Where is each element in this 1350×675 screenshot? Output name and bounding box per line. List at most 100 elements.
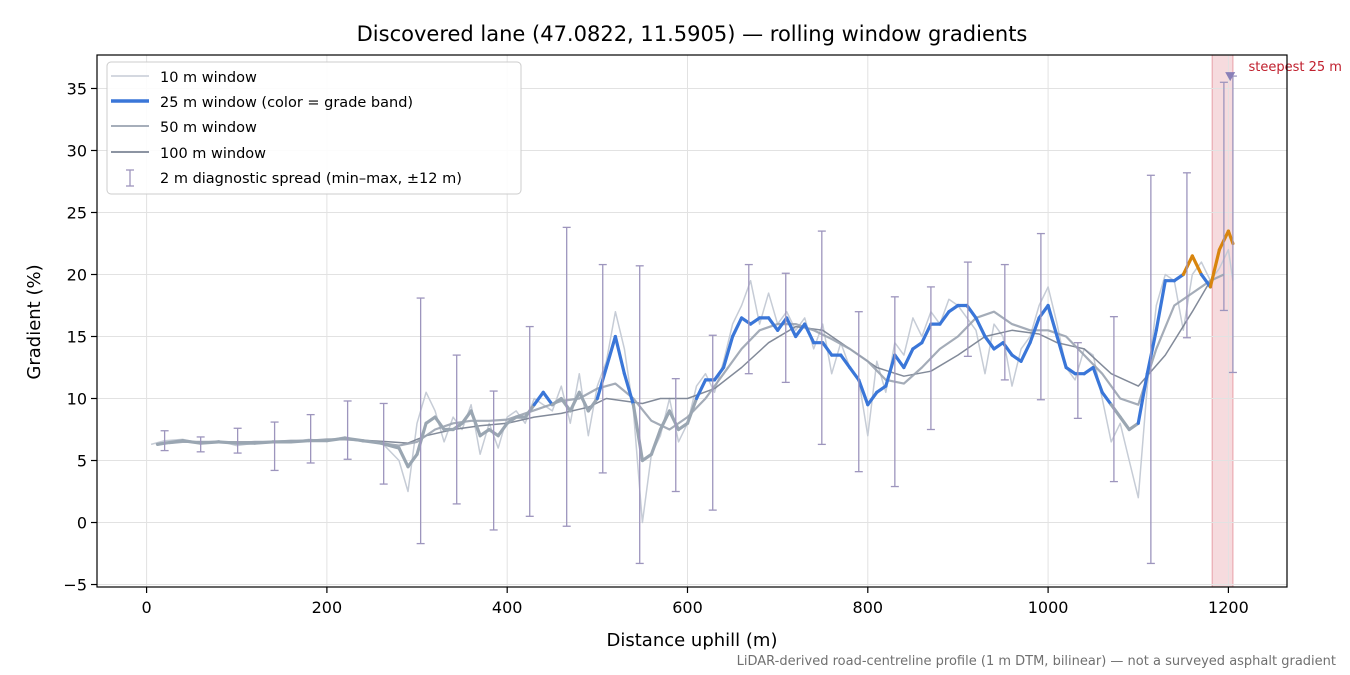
x-tick-label: 0 [141,598,151,617]
series-segment-25m [676,421,690,432]
series-segment-25m [559,396,572,413]
y-tick-label: 20 [67,265,87,284]
series-segment-25m [496,421,509,438]
series-segment-25m [1100,390,1113,407]
x-tick-label: 1000 [1028,598,1069,617]
series-segment-25m [893,353,906,370]
error-bar [233,427,242,454]
series-segment-25m [541,390,554,407]
series-segment-25m [604,334,617,370]
legend-label-100m: 100 m window [160,146,266,162]
chart-title: Discovered lane (47.0822, 11.5905) — rol… [357,22,1028,46]
legend-label-25m: 25 m window (color = grade band) [160,95,413,111]
footnote: LiDAR-derived road-centreline profile (1… [737,654,1336,669]
series-segment-25m [1019,341,1032,363]
series-segment-25m [568,390,581,413]
series-segment-25m [1091,365,1104,394]
series-segment-25m [992,341,1005,351]
error-bar [963,261,972,357]
error-bar [1219,81,1228,312]
error-bar [416,297,425,545]
error-bar [489,390,498,531]
error-bar [196,436,205,453]
error-bar [890,296,899,488]
error-bars [160,75,1237,565]
series-segment-25m [938,310,951,326]
series-segment-25m [1154,279,1167,332]
series-segment-25m [550,396,563,407]
series-segment-25m [658,409,672,432]
series-segment-25m [1010,353,1023,363]
error-bar [635,265,644,565]
error-bar [525,325,534,517]
y-tick-label: 30 [67,141,87,160]
series-segment-25m [460,409,473,425]
series-segment-25m [253,440,275,445]
series-segment-25m [1136,372,1149,425]
gridlines [97,55,1287,587]
legend: 10 m window 25 m window (color = grade b… [106,61,522,195]
legend-swatch-errorbar [126,169,134,187]
error-bar [1146,174,1155,565]
x-tick-label: 200 [312,598,343,617]
x-tick-label: 600 [672,598,703,617]
series-segment-25m [415,421,428,456]
error-bar [343,400,352,460]
y-tick-label: 35 [67,79,87,98]
series-segment-25m [1190,254,1203,277]
error-bar [452,354,461,505]
series-segment-25m [397,446,410,469]
series-segment-25m [1064,365,1077,376]
y-tick-label: 10 [67,390,87,409]
series-segment-25m [848,365,861,382]
error-bar [671,378,680,493]
series-segment-25m [478,427,491,438]
series-segment-25m [920,322,933,345]
series-segment-25m [640,452,654,463]
error-bar [1000,263,1009,381]
series-segment-25m [1181,254,1194,277]
series-segment-25m [586,396,599,413]
error-bar [781,272,790,384]
steepest-annotation: steepest 25 m [1248,60,1341,75]
series-segment-25m [685,396,699,425]
series-segment-25m [721,334,735,370]
y-tick-label: 25 [67,203,87,222]
y-tick-label: 0 [77,514,87,533]
plot-frame [96,54,1288,588]
series-segment-25m [1109,403,1122,419]
series-segment-25m [199,440,221,445]
error-bar [744,263,753,375]
legend-label-errorbar: 2 m diagnostic spread (min–max, ±12 m) [160,171,462,187]
series-segment-25m [289,439,311,444]
series-segment-25m [451,421,464,432]
series-segment-25m [767,316,780,332]
series-segment-25m [1226,229,1235,246]
series-segment-25m [505,415,518,425]
series-segment-25m [1199,272,1212,289]
series-segment-25m [794,322,807,339]
series-segment-25m [974,316,987,339]
error-bar [1109,316,1118,483]
error-bar [562,226,571,527]
series-segment-25m [163,439,185,445]
error-bar [708,334,717,511]
plot-area: steepest 25 m [96,54,1342,588]
x-axis-title: Distance uphill (m) [607,630,778,651]
series-segment-25m [433,415,446,432]
legend-box [106,61,522,195]
series-segment-25m [947,303,960,314]
series-segment-25m [469,409,482,438]
series-layer [150,229,1235,524]
y-axis-title: Gradient (%) [24,264,45,379]
y-tick-label: 15 [67,328,87,347]
series-segment-25m [181,439,203,445]
series-segment-25m [875,384,888,394]
legend-label-10m: 10 m window [160,70,257,86]
series-segment-25m [839,353,852,370]
error-bar [1073,342,1082,419]
series-segment-25m [649,427,663,456]
series-segment-25m [532,390,545,407]
error-bar [160,430,169,452]
error-bar [270,421,279,472]
